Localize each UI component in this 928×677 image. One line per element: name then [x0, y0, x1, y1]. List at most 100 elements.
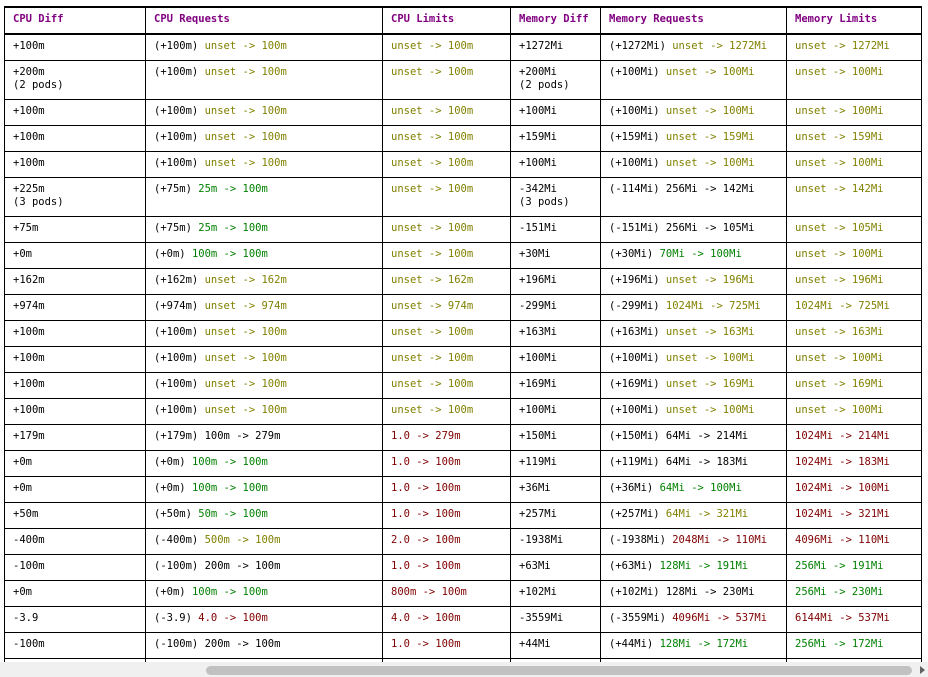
memory-diff-cell: +102Mi	[510, 580, 601, 607]
cpu-diff-cell: +100m	[4, 125, 146, 152]
memory-limits-cell-change: unset -> 105Mi	[795, 222, 884, 234]
memory-requests-cell-delta: (+63Mi)	[609, 560, 654, 572]
table-row: +162m (+162m) unset -> 162m unset -> 162m +…	[4, 268, 922, 295]
cpu-requests-cell-delta: (-3.9)	[154, 612, 192, 624]
memory-requests-cell-change: 64Mi -> 183Mi	[665, 456, 749, 468]
cpu-limits-cell: unset -> 100m	[382, 346, 511, 373]
cpu-limits-cell-change: unset -> 100m	[391, 105, 474, 117]
memory-requests-cell: (-151Mi) 256Mi -> 105Mi	[600, 216, 787, 243]
memory-requests-cell-delta: (+30Mi)	[609, 248, 654, 260]
cpu-requests-cell-change: 25m -> 100m	[198, 222, 268, 234]
cpu-requests-cell-delta: (+50m)	[154, 508, 192, 520]
cpu-requests-cell-delta: (+100m)	[154, 378, 199, 390]
cpu-requests-cell-delta: (+100m)	[154, 326, 199, 338]
table-row: +100m (+100m) unset -> 100m unset -> 100m +…	[4, 372, 922, 399]
memory-requests-cell-delta: (+102Mi)	[609, 586, 660, 598]
memory-requests-cell-delta: (+119Mi)	[609, 456, 660, 468]
memory-limits-cell-change: unset -> 142Mi	[795, 183, 884, 195]
memory-limits-cell: unset -> 100Mi	[786, 398, 922, 425]
memory-requests-cell: (-3559Mi) 4096Mi -> 537Mi	[600, 606, 787, 633]
memory-diff-cell-value: +63Mi	[519, 560, 551, 572]
cpu-diff-cell-value: +974m	[13, 300, 45, 312]
cpu-diff-cell: -100m	[4, 632, 146, 659]
cpu-requests-cell-delta: (+974m)	[154, 300, 199, 312]
memory-requests-cell-change: unset -> 100Mi	[665, 157, 755, 169]
cpu-requests-cell: (+75m) 25m -> 100m	[145, 177, 383, 217]
cpu-limits-cell-change: unset -> 974m	[391, 300, 474, 312]
memory-requests-cell-change: unset -> 100Mi	[665, 404, 755, 416]
memory-diff-cell: +159Mi	[510, 125, 601, 152]
cpu-limits-cell: unset -> 974m	[382, 294, 511, 321]
memory-diff-cell: +100Mi	[510, 398, 601, 425]
cpu-requests-cell-delta: (+100m)	[154, 105, 199, 117]
memory-requests-cell-delta: (+163Mi)	[609, 326, 660, 338]
cpu-requests-cell-delta: (+0m)	[154, 482, 186, 494]
memory-requests-cell-change: unset -> 196Mi	[665, 274, 755, 286]
memory-limits-cell: 1024Mi -> 183Mi	[786, 450, 922, 477]
cpu-diff-cell: +100m	[4, 346, 146, 373]
cpu-limits-cell: unset -> 100m	[382, 216, 511, 243]
memory-requests-cell-change: unset -> 100Mi	[665, 105, 755, 117]
cpu-requests-cell: (+0m) 100m -> 100m	[145, 476, 383, 503]
memory-limits-cell: unset -> 100Mi	[786, 242, 922, 269]
cpu-requests-cell: (-3.9) 4.0 -> 100m	[145, 606, 383, 633]
header-cpu-diff: CPU Diff	[4, 6, 146, 35]
memory-requests-cell: (+100Mi) unset -> 100Mi	[600, 346, 787, 373]
memory-diff-cell-value: +257Mi	[519, 508, 557, 520]
cpu-diff-cell: +100m	[4, 320, 146, 347]
cpu-requests-cell-change: 100m -> 100m	[191, 248, 268, 260]
memory-requests-cell-delta: (-151Mi)	[609, 222, 660, 234]
horizontal-scrollbar[interactable]	[0, 662, 928, 677]
memory-requests-cell-delta: (+44Mi)	[609, 638, 654, 650]
memory-requests-cell: (+150Mi) 64Mi -> 214Mi	[600, 424, 787, 451]
memory-diff-cell-value: +200Mi	[519, 66, 557, 78]
cpu-diff-cell: +50m	[4, 502, 146, 529]
table-row: +179m (+179m) 100m -> 279m 1.0 -> 279m +150…	[4, 424, 922, 451]
cpu-requests-cell: (-100m) 200m -> 100m	[145, 554, 383, 581]
memory-diff-cell-value: +196Mi	[519, 274, 557, 286]
cpu-requests-cell-delta: (+100m)	[154, 40, 199, 52]
cpu-requests-cell-change: 25m -> 100m	[198, 183, 268, 195]
cpu-diff-cell: +100m	[4, 99, 146, 126]
memory-limits-cell: 4096Mi -> 110Mi	[786, 528, 922, 555]
memory-requests-cell-change: 256Mi -> 105Mi	[665, 222, 755, 234]
memory-limits-cell-change: 4096Mi -> 110Mi	[795, 534, 890, 546]
memory-requests-cell: (+257Mi) 64Mi -> 321Mi	[600, 502, 787, 529]
table-row: +75m (+75m) 25m -> 100m unset -> 100m -151M…	[4, 216, 922, 243]
cpu-limits-cell: unset -> 100m	[382, 372, 511, 399]
memory-diff-cell: +100Mi	[510, 346, 601, 373]
memory-diff-cell: -3559Mi	[510, 606, 601, 633]
memory-limits-cell-change: unset -> 100Mi	[795, 404, 884, 416]
memory-limits-cell: unset -> 169Mi	[786, 372, 922, 399]
table-row: +100m (+100m) unset -> 100m unset -> 100m +…	[4, 346, 922, 373]
table-row: +200m (2 pods) (+100m) unset -> 100m unset …	[4, 60, 922, 100]
memory-requests-cell-delta: (+196Mi)	[609, 274, 660, 286]
cpu-requests-cell: (+100m) unset -> 100m	[145, 151, 383, 178]
memory-limits-cell: unset -> 159Mi	[786, 125, 922, 152]
cpu-requests-cell-change: 100m -> 279m	[204, 430, 281, 442]
cpu-requests-cell-delta: (+100m)	[154, 131, 199, 143]
cpu-limits-cell: 1.0 -> 100m	[382, 476, 511, 503]
memory-requests-cell-change: unset -> 100Mi	[665, 66, 755, 78]
cpu-limits-cell: unset -> 100m	[382, 151, 511, 178]
cpu-diff-cell-pods: (3 pods)	[13, 196, 64, 208]
memory-requests-cell-change: unset -> 159Mi	[665, 131, 755, 143]
scroll-right-arrow-icon[interactable]	[920, 666, 925, 674]
memory-requests-cell: (+63Mi) 128Mi -> 191Mi	[600, 554, 787, 581]
table-body: +100m (+100m) unset -> 100m unset -> 100m +…	[4, 33, 922, 662]
cpu-diff-cell-value: +75m	[13, 222, 39, 234]
memory-diff-cell-value: -1938Mi	[519, 534, 564, 546]
cpu-limits-cell-change: unset -> 100m	[391, 404, 474, 416]
memory-requests-cell: (+30Mi) 70Mi -> 100Mi	[600, 242, 787, 269]
memory-diff-cell-pods: (3 pods)	[519, 196, 570, 208]
memory-requests-cell-change: 64Mi -> 214Mi	[665, 430, 749, 442]
cpu-requests-cell-change: unset -> 100m	[204, 378, 287, 390]
cpu-requests-cell: (-100m) 200m -> 100m	[145, 632, 383, 659]
table-header-row: CPU Diff CPU Requests CPU Limits Memory …	[4, 6, 922, 35]
memory-limits-cell: unset -> 142Mi	[786, 177, 922, 217]
table-row: -3.9 (-3.9) 4.0 -> 100m 4.0 -> 100m -3559Mi…	[4, 606, 922, 633]
table-row: +225m (3 pods) (+75m) 25m -> 100m unset -> …	[4, 177, 922, 217]
memory-diff-cell-value: +100Mi	[519, 404, 557, 416]
scrollbar-thumb[interactable]	[206, 666, 912, 675]
cpu-requests-cell: (+974m) unset -> 974m	[145, 294, 383, 321]
